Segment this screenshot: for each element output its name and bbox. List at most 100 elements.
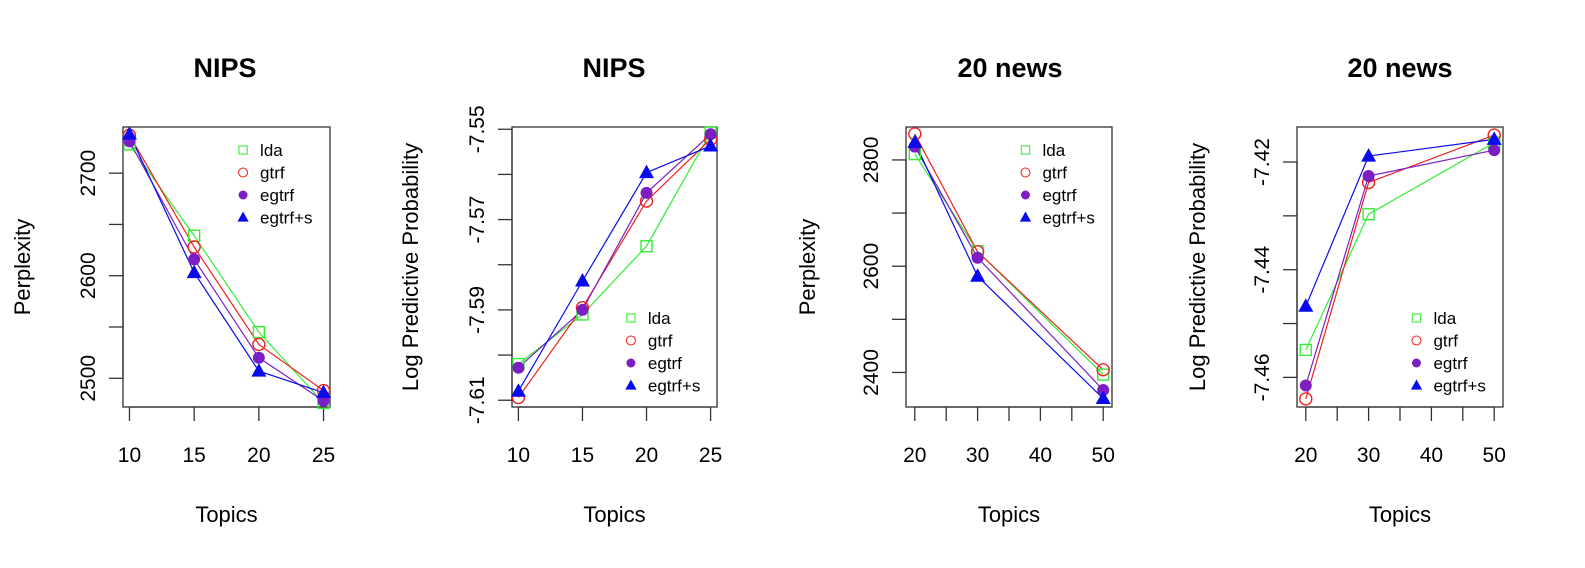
egtrf-pluss-marker <box>703 137 719 152</box>
y-tick-label: -7.46 <box>1251 353 1274 401</box>
legend-label: lda <box>260 141 283 160</box>
egtrf-pluss-marker <box>970 268 986 282</box>
gtrf-marker <box>187 240 201 254</box>
x-axis-label: Topics <box>1369 502 1431 527</box>
chart-1: NIPS 10 15 20 25 2500 2600 2700 Topics Perplexity… <box>10 53 335 527</box>
chart-title: NIPS <box>193 53 256 83</box>
x-tick-label: 30 <box>966 444 989 467</box>
egtrf-pluss-marker <box>907 134 923 148</box>
legend: lda gtrf egtrf egtrf+s <box>1019 141 1095 228</box>
x-tick-label: 50 <box>1092 444 1115 467</box>
x-tick-label: 15 <box>571 444 594 467</box>
y-tick-label: -7.57 <box>466 196 489 244</box>
egtrf-pluss-marker <box>1361 148 1377 162</box>
legend-egtrf-marker <box>238 190 248 200</box>
egtrf-pluss-marker <box>121 126 137 140</box>
legend-lda-marker <box>626 313 636 323</box>
series-line-gtrf <box>128 134 324 392</box>
y-axis-label: Perplexity <box>795 219 820 316</box>
egtrf-pluss-marker <box>1486 131 1502 145</box>
legend-label: gtrf <box>260 164 285 183</box>
legend-label: egtrf <box>1042 186 1076 205</box>
egtrf-marker <box>640 186 653 199</box>
y-axis-label: Log Predictive Probability <box>398 143 423 391</box>
x-tick-label: 30 <box>1357 444 1380 467</box>
y-tick-label: -7.55 <box>466 105 489 153</box>
lda-marker <box>1299 343 1312 357</box>
series-line-gtrf <box>914 133 1104 371</box>
legend-label: egtrf <box>648 354 682 373</box>
plot-frame <box>905 126 1113 408</box>
x-tick-label: 10 <box>118 444 141 467</box>
x-tick-label: 20 <box>1294 444 1317 467</box>
x-axis-label: Topics <box>583 502 645 527</box>
series-line-lda <box>1305 142 1495 351</box>
gtrf-marker <box>1096 363 1110 377</box>
legend-egtrf-pluss-marker <box>625 379 637 390</box>
egtrf-marker <box>1488 144 1501 157</box>
egtrf-pluss-marker <box>316 384 332 399</box>
legend-lda-marker <box>1411 313 1422 323</box>
plot-frame <box>511 126 718 408</box>
y-axis-label: Log Predictive Probability <box>1185 143 1210 391</box>
legend-label: lda <box>1433 309 1456 328</box>
x-tick-label: 25 <box>312 444 335 467</box>
series-line-gtrf <box>517 138 712 398</box>
egtrf-marker <box>252 351 265 364</box>
legend-egtrf-marker <box>626 358 636 368</box>
legend-label: gtrf <box>648 332 673 351</box>
chart-title: 20 news <box>957 53 1062 83</box>
lda-marker <box>640 240 653 253</box>
legend-label: egtrf+s <box>1042 209 1094 228</box>
legend-label: egtrf+s <box>648 377 700 396</box>
legend-lda-marker <box>1020 145 1031 155</box>
series-line-egtrf-pluss <box>128 133 324 394</box>
y-tick-label: 2500 <box>77 355 100 402</box>
legend-gtrf-marker <box>1020 167 1031 178</box>
legend: lda gtrf egtrf egtrf+s <box>625 309 700 396</box>
egtrf-pluss-marker <box>1095 390 1111 404</box>
y-tick-label: -7.61 <box>466 376 489 424</box>
egtrf-pluss-marker <box>510 383 526 397</box>
y-axis-label: Perplexity <box>10 219 35 316</box>
x-tick-label: 40 <box>1420 444 1443 467</box>
legend-egtrf-marker <box>1411 358 1421 368</box>
chart-title: NIPS <box>582 53 645 83</box>
legend-egtrf-pluss-marker <box>1410 379 1423 390</box>
egtrf-marker <box>1097 383 1110 396</box>
legend-label: lda <box>1042 141 1065 160</box>
y-tick-label: 2400 <box>860 349 883 396</box>
lda-marker <box>1362 208 1375 221</box>
legend-gtrf-marker <box>625 335 636 346</box>
plot-frame <box>122 126 331 408</box>
legend-label: egtrf <box>1433 354 1467 373</box>
x-tick-label: 15 <box>182 444 205 467</box>
legend-gtrf-marker <box>238 167 249 178</box>
chart-2: NIPS 10 15 20 25 -7.61 -7.59 -7.57 -7.55 Topics Lo… <box>398 53 722 527</box>
egtrf-marker <box>512 361 525 374</box>
x-tick-label: 25 <box>699 444 722 467</box>
y-tick-label: 2600 <box>860 243 883 290</box>
lda-marker <box>1097 368 1110 381</box>
x-tick-label: 20 <box>635 444 658 467</box>
egtrf-marker <box>188 253 201 266</box>
x-axis-label: Topics <box>978 502 1040 527</box>
series-line-egtrf <box>518 133 711 369</box>
egtrf-marker <box>1362 170 1375 182</box>
series-line-egtrf <box>914 146 1104 391</box>
y-tick-label: 2700 <box>77 150 100 197</box>
series-line-egtrf <box>1305 149 1495 386</box>
egtrf-pluss-marker <box>186 264 202 279</box>
y-tick-label: -7.59 <box>466 286 489 334</box>
egtrf-pluss-marker <box>639 164 655 179</box>
legend-label: gtrf <box>1042 164 1067 183</box>
x-tick-label: 50 <box>1483 444 1506 467</box>
x-tick-label: 20 <box>247 444 270 467</box>
series-line-egtrf-pluss <box>1305 138 1495 307</box>
lda-marker <box>252 325 266 339</box>
series-line-gtrf <box>1305 134 1495 400</box>
egtrf-pluss-marker <box>574 273 590 287</box>
legend-label: egtrf <box>260 186 294 205</box>
legend-label: gtrf <box>1433 332 1458 351</box>
series-line-lda <box>128 144 324 404</box>
